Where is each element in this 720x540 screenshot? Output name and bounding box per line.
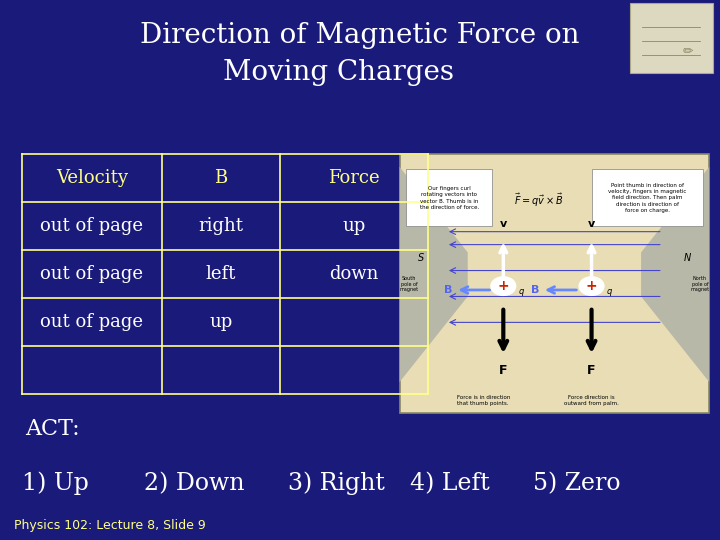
Polygon shape (400, 167, 468, 382)
Text: v: v (588, 219, 595, 229)
Text: 3) Right: 3) Right (288, 471, 385, 495)
Text: +: + (586, 279, 598, 293)
Text: q: q (519, 287, 524, 296)
Text: B: B (444, 285, 452, 295)
Text: out of page: out of page (40, 313, 143, 331)
Text: out of page: out of page (40, 265, 143, 283)
Text: N: N (684, 253, 691, 262)
Text: +: + (498, 279, 509, 293)
Circle shape (579, 277, 604, 295)
Text: v: v (500, 219, 507, 229)
Text: Our fingers curl
rotating vectors into
vector B. Thumb is in
the direction of fo: Our fingers curl rotating vectors into v… (420, 186, 479, 210)
Circle shape (491, 277, 516, 295)
Text: 4) Left: 4) Left (410, 472, 490, 495)
Text: B: B (215, 169, 228, 187)
Text: North
pole of
magnet: North pole of magnet (690, 276, 709, 292)
Polygon shape (641, 167, 709, 382)
FancyBboxPatch shape (406, 170, 492, 226)
Text: $\vec{F} = q\vec{v}\times\vec{B}$: $\vec{F} = q\vec{v}\times\vec{B}$ (514, 192, 564, 209)
Text: S: S (418, 253, 424, 262)
Text: q: q (607, 287, 613, 296)
Text: ✏: ✏ (683, 45, 693, 58)
FancyBboxPatch shape (400, 154, 709, 413)
Text: Force is in direction
that thumb points.: Force is in direction that thumb points. (456, 395, 510, 406)
Text: 2) Down: 2) Down (144, 472, 245, 495)
Text: 1) Up: 1) Up (22, 471, 89, 495)
Text: Direction of Magnetic Force on: Direction of Magnetic Force on (140, 22, 580, 49)
Text: right: right (199, 217, 243, 235)
Text: Force: Force (328, 169, 380, 187)
FancyBboxPatch shape (592, 170, 703, 226)
Text: up: up (343, 217, 366, 235)
Text: Moving Charges: Moving Charges (223, 59, 454, 86)
Text: down: down (330, 265, 379, 283)
Text: Force direction is
outward from palm.: Force direction is outward from palm. (564, 395, 619, 406)
Text: South
pole of
magnet: South pole of magnet (400, 276, 418, 292)
Text: Velocity: Velocity (55, 169, 127, 187)
Text: Point thumb in direction of
velocity, fingers in magnetic
field direction. Then : Point thumb in direction of velocity, fi… (608, 183, 686, 213)
Text: left: left (206, 265, 236, 283)
FancyBboxPatch shape (630, 3, 713, 73)
Text: out of page: out of page (40, 217, 143, 235)
Text: F: F (588, 364, 596, 377)
Text: B: B (531, 285, 539, 295)
Text: 5) Zero: 5) Zero (533, 472, 621, 495)
Text: Physics 102: Lecture 8, Slide 9: Physics 102: Lecture 8, Slide 9 (14, 519, 206, 532)
Text: up: up (210, 313, 233, 331)
Text: ACT:: ACT: (25, 418, 80, 440)
Text: F: F (499, 364, 508, 377)
